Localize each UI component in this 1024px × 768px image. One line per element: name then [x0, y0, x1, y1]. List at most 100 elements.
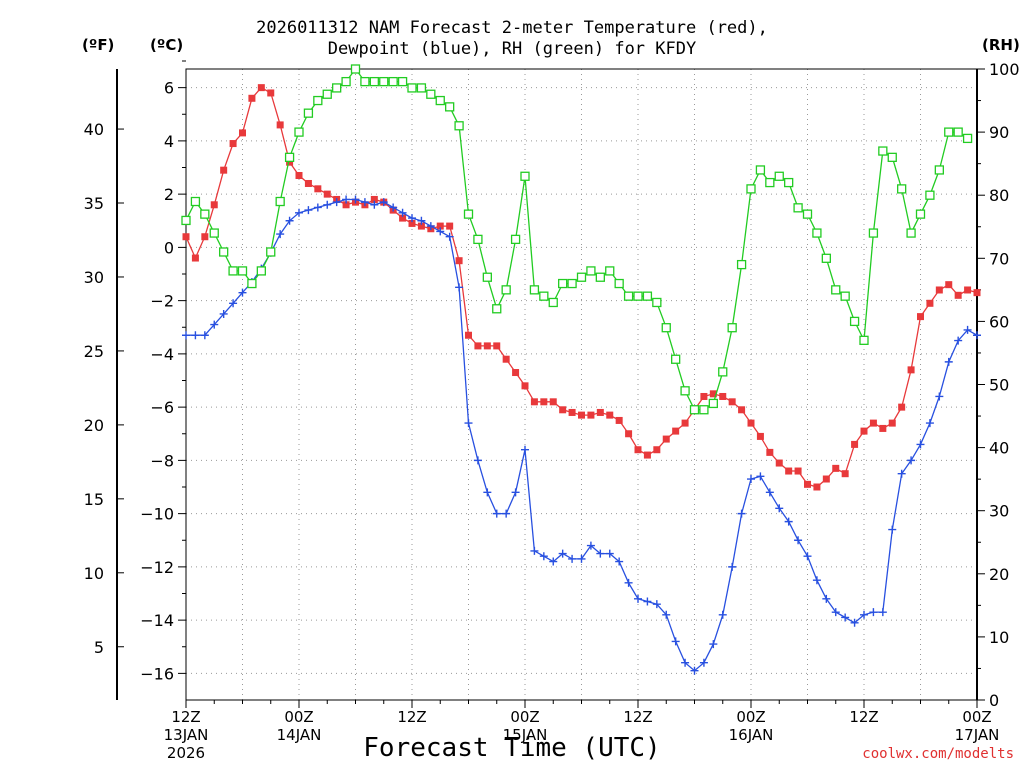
fahrenheit-tick-label: 15: [84, 490, 104, 509]
dewpoint-point: [803, 552, 812, 561]
dewpoint-point: [398, 208, 407, 217]
rh-point: [529, 285, 540, 295]
rh-tick-label: 60: [989, 312, 1009, 331]
rh-point: [341, 76, 351, 87]
rh-point: [482, 272, 492, 282]
temperature-point: [596, 408, 604, 416]
dewpoint-point: [304, 206, 313, 215]
rh-point: [586, 266, 596, 276]
dewpoint-point: [954, 336, 963, 345]
rh-point: [435, 95, 445, 106]
dewpoint-point: [426, 222, 435, 231]
rh-tick-label: 10: [989, 628, 1009, 647]
dewpoint-point: [756, 472, 765, 481]
rh-tick-label: 20: [989, 565, 1009, 584]
temperature-point: [502, 355, 510, 363]
fahrenheit-tick-label: 40: [84, 120, 104, 139]
rh-point: [812, 228, 822, 238]
rh-point: [840, 291, 850, 301]
dewpoint-point: [907, 456, 916, 465]
rh-unit-label: (RH): [982, 36, 1020, 54]
temperature-point: [455, 257, 463, 265]
dewpoint-point: [530, 546, 539, 555]
temperature-point: [643, 451, 651, 459]
dewpoint-point: [709, 640, 718, 649]
rh-point: [699, 405, 709, 415]
celsius-unit-label: (ºC): [150, 36, 184, 54]
rh-tick-label: 50: [989, 376, 1009, 395]
temperature-point: [436, 222, 444, 230]
rh-point: [313, 95, 323, 106]
dewpoint-point: [229, 299, 238, 308]
dewpoint-point: [558, 549, 567, 558]
rh-point: [454, 121, 464, 131]
dewpoint-point: [860, 610, 868, 619]
chart-title-line-2: Dewpoint (blue), RH (green) for KFDY: [327, 39, 697, 59]
dewpoint-point: [652, 600, 661, 609]
fahrenheit-tick-label: 35: [84, 194, 104, 213]
temperature-point: [926, 299, 934, 307]
dewpoint-point: [634, 594, 642, 603]
rh-point: [416, 83, 427, 93]
dewpoint-point: [869, 608, 878, 617]
dewpoint-point: [822, 594, 831, 603]
temperature-point: [399, 214, 407, 222]
dewpoint-point: [765, 488, 774, 497]
temperature-point: [766, 448, 774, 456]
dewpoint-point: [455, 283, 464, 292]
dewpoint-point: [841, 613, 850, 622]
temperature-point: [794, 467, 802, 475]
dewpoint-point: [549, 557, 558, 566]
dewpoint-point: [464, 419, 473, 428]
x-tick-label: 2026: [167, 744, 205, 762]
celsius-tick-label: −6: [150, 398, 174, 417]
x-tick-label: 00Z: [510, 708, 539, 726]
dewpoint-point: [200, 331, 209, 340]
temperature-point: [719, 392, 727, 400]
x-tick-label: 00Z: [284, 708, 313, 726]
rh-point: [463, 209, 474, 219]
rh-line: [185, 67, 968, 411]
rh-point: [765, 177, 775, 188]
temperature-point: [314, 185, 322, 193]
x-tick-label: 12Z: [397, 708, 426, 726]
temperature-point: [728, 398, 736, 406]
x-tick-label: 12Z: [849, 708, 878, 726]
temperature-point: [832, 464, 840, 472]
rh-point: [360, 76, 370, 87]
dewpoint-point: [332, 198, 341, 207]
celsius-tick-label: −14: [140, 611, 174, 630]
temperature-point: [568, 408, 576, 416]
temperature-point: [672, 427, 680, 435]
temperature-point: [606, 411, 614, 419]
rh-point: [181, 215, 191, 226]
dewpoint-point: [615, 557, 624, 566]
dewpoint-point: [313, 203, 322, 212]
dewpoint-point: [351, 195, 360, 204]
temperature-point: [907, 366, 915, 374]
dewpoint-point: [473, 456, 482, 465]
rh-point: [595, 272, 605, 282]
dewpoint-point: [916, 440, 925, 449]
rh-point: [680, 386, 690, 396]
dewpoint-point: [219, 309, 228, 318]
rh-tick-label: 30: [989, 502, 1009, 521]
dewpoint-point: [586, 541, 595, 550]
dewpoint-point: [342, 195, 351, 204]
rh-point: [200, 209, 210, 219]
dewpoint-point: [775, 504, 784, 513]
rh-point: [275, 196, 285, 207]
temperature-point: [483, 342, 491, 350]
credit-link[interactable]: coolwx.com/modelts: [862, 746, 1014, 762]
dewpoint-point: [878, 608, 887, 617]
fahrenheit-tick-label: 25: [84, 342, 104, 361]
temperature-point: [182, 233, 190, 241]
rh-tick-label: 90: [989, 123, 1009, 142]
celsius-tick-label: 6: [164, 79, 174, 98]
temperature-point: [879, 424, 887, 432]
dewpoint-point: [276, 230, 285, 239]
temperature-point: [370, 195, 378, 203]
fahrenheit-tick-label: 10: [84, 564, 104, 583]
rh-point: [708, 398, 718, 409]
rh-point: [878, 146, 888, 156]
